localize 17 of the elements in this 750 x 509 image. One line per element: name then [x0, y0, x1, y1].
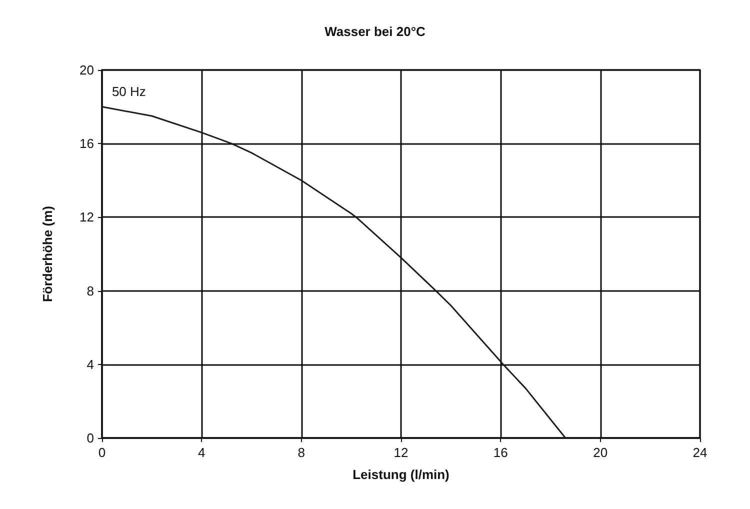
x-tick-label: 16 [493, 445, 508, 460]
y-axis-title: Förderhöhe (m) [40, 206, 55, 302]
y-tick-label: 0 [86, 430, 94, 446]
x-tick-label: 8 [298, 445, 305, 460]
y-tick-label: 4 [86, 356, 94, 372]
y-tick-label: 8 [86, 283, 94, 298]
x-tick-label: 24 [692, 445, 708, 460]
x-tick-label: 4 [198, 445, 206, 460]
y-tick-label: 12 [80, 210, 94, 225]
series-label: 50 Hz [112, 84, 146, 99]
x-tick-label: 20 [593, 445, 608, 460]
chart-title: Wasser bei 20°C [324, 24, 426, 39]
y-tick-label: 20 [80, 62, 94, 78]
x-tick-label: 0 [98, 445, 106, 460]
y-tick-label: 16 [80, 136, 94, 152]
x-tick-label: 12 [394, 445, 408, 460]
x-axis-title: Leistung (l/min) [352, 467, 450, 482]
